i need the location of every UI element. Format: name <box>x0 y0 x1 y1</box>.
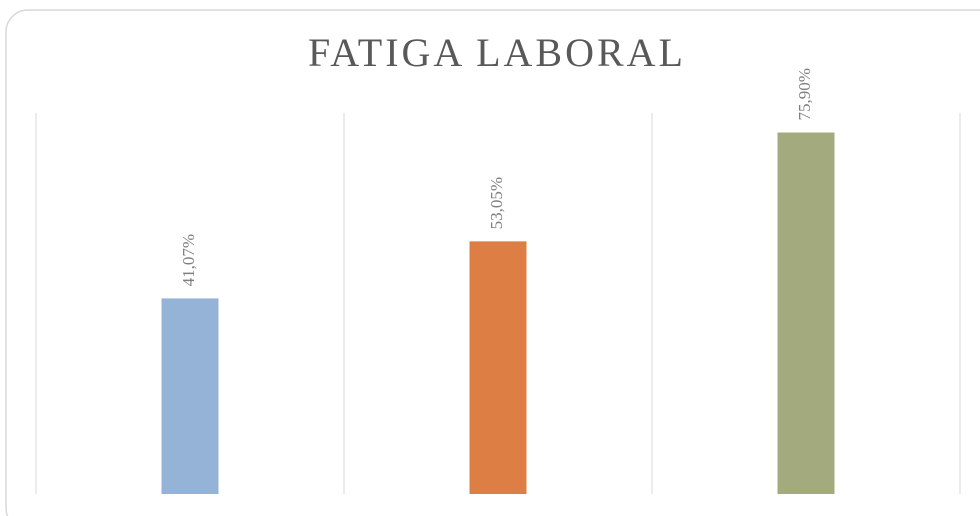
data-label: 41,07% <box>179 234 198 286</box>
bar <box>469 241 527 494</box>
bar <box>777 132 835 494</box>
data-label: 75,90% <box>795 68 814 120</box>
chart-title: FATIGA LABORAL <box>308 30 686 75</box>
data-label: 53,05% <box>487 177 506 229</box>
bar <box>161 298 219 494</box>
